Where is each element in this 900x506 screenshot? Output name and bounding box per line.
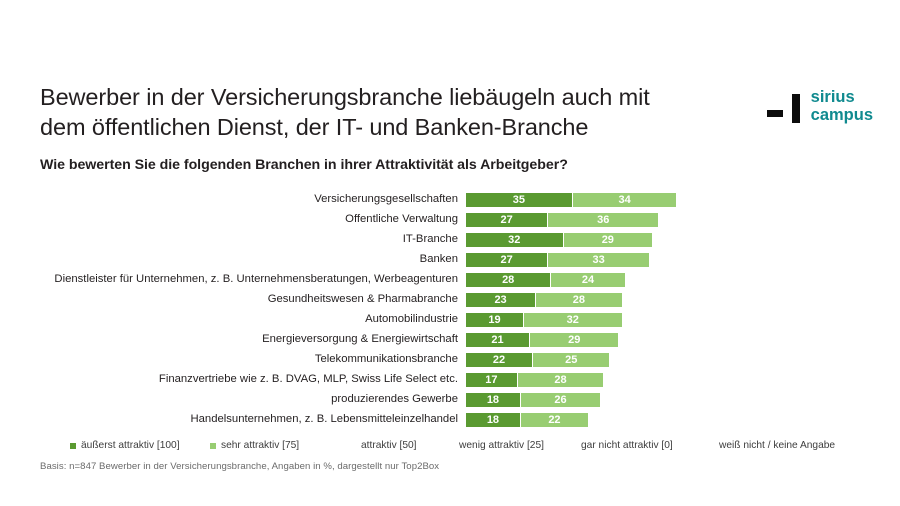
chart-row-bars: 19 32	[466, 313, 870, 327]
legend-swatch-icon	[708, 443, 714, 449]
chart-row: Handelsunternehmen, z. B. Lebensmittelei…	[40, 410, 870, 430]
chart-row: Banken 27 33	[40, 250, 870, 270]
chart-row-bars: 18 22	[466, 413, 870, 427]
chart-row-bars: 23 28	[466, 293, 870, 307]
chart-row-bars: 28 24	[466, 273, 870, 287]
chart-row-label: Gesundheitswesen & Pharmabranche	[267, 294, 458, 306]
bar-chart: Versicherungsgesellschaften 35 34 Öffentlic…	[40, 190, 870, 430]
bar-segment-top-box: 17	[466, 373, 518, 387]
logo-line-2: campus	[810, 106, 873, 125]
chart-footnote: Basis: n=847 Bewerber in der Versicherun…	[40, 461, 440, 472]
bar-segment-top-box: 18	[466, 393, 521, 407]
legend-label: weiß nicht / keine Angabe	[719, 440, 836, 451]
legend-swatch-icon	[210, 442, 216, 449]
chart-row: Öffentliche Verwaltung 27 36	[40, 210, 870, 230]
bar-segment-top-box: 19	[466, 313, 524, 327]
chart-row-label: Öffentliche Verwaltung	[345, 214, 458, 226]
legend-item: äußerst attraktiv [100]	[70, 440, 180, 451]
bar-segment-second-box: 34	[572, 193, 677, 207]
legend-item: gar nicht attraktiv [0]	[570, 440, 673, 451]
legend-label: wenig attraktiv [25]	[459, 440, 544, 451]
header: Bewerber in der Versicherungsbranche lie…	[40, 82, 760, 142]
chart-row-label: Automobilindustrie	[365, 314, 458, 326]
chart-row: Gesundheitswesen & Pharmabranche 23 28	[40, 290, 870, 310]
legend-swatch-icon	[70, 442, 76, 449]
chart-row: Dienstleister für Unternehmen, z. B. Unt…	[40, 270, 870, 290]
bar-segment-top-box: 32	[466, 233, 564, 247]
chart-row-label: produzierendes Gewerbe	[331, 394, 458, 406]
bar-segment-second-box: 26	[520, 393, 601, 407]
bar-segment-top-box: 35	[466, 193, 573, 207]
bar-segment-second-box: 36	[548, 213, 659, 227]
bar-segment-second-box: 22	[520, 413, 588, 427]
bar-segment-second-box: 28	[517, 373, 604, 387]
chart-row: IT-Branche 32 29	[40, 230, 870, 250]
legend-label: sehr attraktiv [75]	[221, 440, 300, 451]
page-title: Bewerber in der Versicherungsbranche lie…	[40, 84, 650, 141]
chart-row: Finanzvertriebe wie z. B. DVAG, MLP, Swi…	[40, 370, 870, 390]
chart-row-bars: 22 25	[466, 353, 870, 367]
chart-row-bars: 27 33	[466, 253, 870, 267]
brand-logo: sirius campus	[766, 88, 873, 125]
bar-segment-top-box: 23	[466, 293, 537, 307]
legend-item: weiß nicht / keine Angabe	[708, 440, 835, 451]
bar-segment-top-box: 18	[466, 413, 521, 427]
chart-row: Versicherungsgesellschaften 35 34	[40, 190, 870, 210]
chart-row-label: IT-Branche	[402, 234, 458, 246]
bar-segment-second-box: 28	[536, 293, 622, 307]
chart-legend: äußerst attraktiv [100] sehr attraktiv [7…	[40, 440, 870, 454]
bar-segment-top-box: 27	[466, 213, 549, 227]
chart-row: Energieversorgung & Energiewirtschaft 21 2…	[40, 330, 870, 350]
chart-row-label: Telekommunikationsbranche	[314, 354, 458, 366]
legend-item: wenig attraktiv [25]	[448, 440, 544, 451]
logo-wordmark: sirius campus	[811, 88, 873, 125]
bar-segment-second-box: 32	[523, 313, 622, 327]
chart-row-bars: 32 29	[466, 233, 870, 247]
legend-item: attraktiv [50]	[350, 440, 417, 451]
chart-row-bars: 35 34	[466, 193, 870, 207]
chart-row-bars: 21 29	[466, 333, 870, 347]
chart-row-label: Banken	[419, 254, 458, 266]
chart-row: produzierendes Gewerbe 18 26	[40, 390, 870, 410]
legend-label: attraktiv [50]	[361, 440, 417, 451]
bar-segment-top-box: 27	[466, 253, 549, 267]
legend-swatch-icon	[570, 443, 576, 449]
bar-segment-second-box: 24	[551, 273, 625, 287]
chart-row-bars: 17 28	[466, 373, 870, 387]
chart-row-label: Energieversorgung & Energiewirtschaft	[262, 334, 458, 346]
chart-row-label: Finanzvertriebe wie z. B. DVAG, MLP, Swi…	[158, 374, 458, 386]
chart-row-label: Handelsunternehmen, z. B. Lebensmittelei…	[190, 414, 458, 426]
chart-row: Telekommunikationsbranche 22 25	[40, 350, 870, 370]
chart-question: Wie bewerten Sie die folgenden Branchen …	[40, 157, 568, 173]
chart-row-bars: 18 26	[466, 393, 870, 407]
chart-row-bars: 27 36	[466, 213, 870, 227]
logo-dash-icon	[766, 109, 783, 117]
bar-segment-top-box: 28	[466, 273, 552, 287]
bar-segment-top-box: 22	[466, 353, 534, 367]
bar-segment-second-box: 33	[548, 253, 649, 267]
bar-segment-second-box: 25	[533, 353, 610, 367]
bar-segment-second-box: 29	[530, 333, 619, 347]
legend-item: sehr attraktiv [75]	[210, 440, 299, 451]
chart-row-label: Dienstleister für Unternehmen, z. B. Unt…	[54, 274, 458, 286]
legend-label: gar nicht attraktiv [0]	[581, 440, 673, 451]
legend-label: äußerst attraktiv [100]	[81, 440, 180, 451]
logo-bar-icon	[791, 93, 800, 123]
legend-swatch-icon	[350, 443, 356, 449]
bar-segment-top-box: 21	[466, 333, 531, 347]
chart-row-label: Versicherungsgesellschaften	[314, 194, 458, 206]
bar-segment-second-box: 29	[563, 233, 653, 247]
legend-swatch-icon	[448, 443, 454, 449]
logo-line-1: sirius	[810, 88, 855, 106]
chart-row: Automobilindustrie 19 32	[40, 310, 870, 330]
